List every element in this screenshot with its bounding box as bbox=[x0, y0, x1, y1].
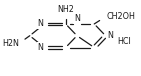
Text: N: N bbox=[37, 43, 43, 52]
Text: CH2OH: CH2OH bbox=[106, 12, 135, 21]
Text: NH2: NH2 bbox=[57, 5, 74, 14]
Text: H2N: H2N bbox=[2, 39, 19, 48]
Text: N: N bbox=[37, 19, 43, 28]
Text: N: N bbox=[74, 14, 80, 23]
Text: N: N bbox=[107, 31, 113, 40]
Text: HCl: HCl bbox=[117, 37, 131, 46]
